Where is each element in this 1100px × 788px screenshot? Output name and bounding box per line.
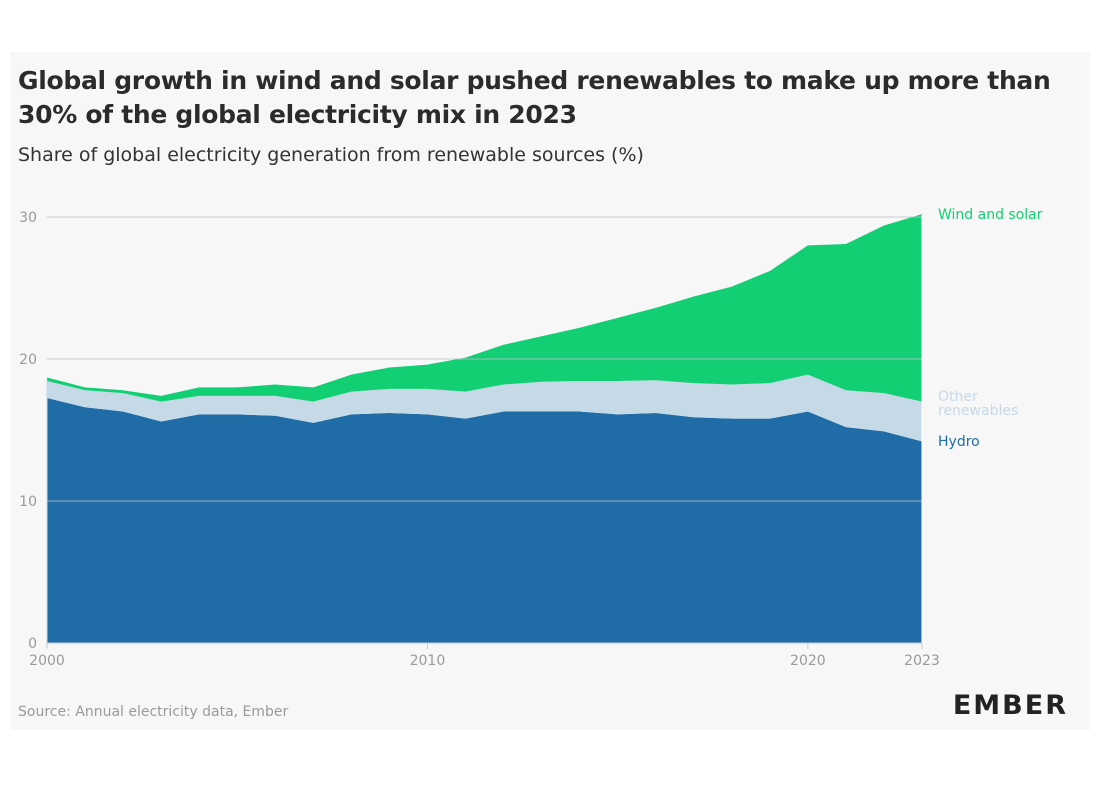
x-tick-label: 2020 <box>790 653 826 669</box>
source-note: Source: Annual electricity data, Ember <box>18 704 289 720</box>
legend-other-renewables-line2: renewables <box>938 403 1018 419</box>
area-other-renewables <box>47 374 922 442</box>
x-tick-label: 2010 <box>410 653 446 669</box>
area-hydro <box>47 398 922 643</box>
legend-other-renewables: Other <box>938 389 978 405</box>
y-tick-label: 20 <box>19 352 37 368</box>
y-tick-label: 10 <box>19 494 37 510</box>
area-wind-and-solar <box>47 214 922 402</box>
ember-logo: EMBER <box>952 690 1068 721</box>
x-tick-label: 2000 <box>29 653 65 669</box>
y-tick-label: 30 <box>19 210 37 226</box>
chart-title: Global growth in wind and solar pushed r… <box>18 66 1051 129</box>
y-tick-label: 0 <box>28 636 37 652</box>
legend-hydro: Hydro <box>938 434 980 450</box>
chart-subtitle: Share of global electricity generation f… <box>18 144 644 166</box>
legend-wind-and-solar: Wind and solar <box>938 207 1043 223</box>
x-tick-label: 2023 <box>904 653 940 669</box>
